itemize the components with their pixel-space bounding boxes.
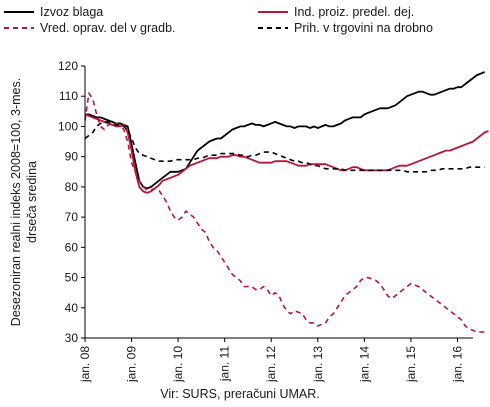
y-tick-label: 60: [65, 240, 79, 254]
series-line-0: [85, 71, 485, 190]
x-tick-label: jan. 08: [78, 346, 92, 383]
y-tick-label: 30: [65, 331, 79, 345]
x-tick-label: jan. 14: [357, 346, 371, 383]
y-axis-label-line-1: drseča sredina: [25, 161, 39, 243]
y-tick-label: 110: [59, 89, 78, 103]
x-tick-label: jan. 16: [450, 346, 464, 383]
y-axis-label-line-0: Desezoniran realni indeks 2008=100, 3-me…: [9, 78, 23, 326]
x-tick-label: jan. 10: [171, 346, 185, 383]
series-line-3: [84, 121, 485, 173]
y-tick-label: 100: [58, 119, 78, 133]
x-tick-label: jan. 11: [218, 346, 232, 382]
x-tick-label: jan. 12: [264, 346, 278, 383]
legend-label-3: Prih. v trgovini na drobno: [294, 21, 433, 35]
plot-area: 30 40 50 60 70 80 90 100 110 120 jan. 08 jan. 09 jan…: [58, 59, 489, 383]
y-tick-label: 70: [65, 210, 79, 224]
x-tick-label: jan. 09: [125, 346, 139, 383]
axes-layer: 30 40 50 60 70 80 90 100 110 120 jan. 08 jan. 09 jan…: [58, 59, 473, 383]
series-line-2: [84, 92, 485, 333]
series-line-1: [84, 113, 489, 194]
y-tick-label: 90: [65, 150, 79, 164]
legend: Izvoz blaga Ind. proiz. predel. dej. Vred.…: [4, 5, 433, 35]
y-axis-label: Desezoniran realni indeks 2008=100, 3-me…: [9, 78, 39, 326]
y-tick-label: 40: [65, 301, 79, 315]
source-note: Vir: SURS, preračuni UMAR.: [160, 387, 320, 401]
x-tick-label: jan. 15: [404, 346, 418, 383]
legend-label-0: Izvoz blaga: [40, 5, 103, 19]
y-tick-label: 50: [65, 271, 79, 285]
y-tick-label: 80: [65, 180, 79, 194]
legend-label-2: Vred. oprav. del v gradb.: [40, 21, 176, 35]
y-tick-label: 120: [58, 59, 78, 73]
legend-label-1: Ind. proiz. predel. dej.: [294, 5, 414, 19]
x-tick-label: jan. 13: [311, 346, 325, 383]
series-layer: [84, 71, 489, 333]
